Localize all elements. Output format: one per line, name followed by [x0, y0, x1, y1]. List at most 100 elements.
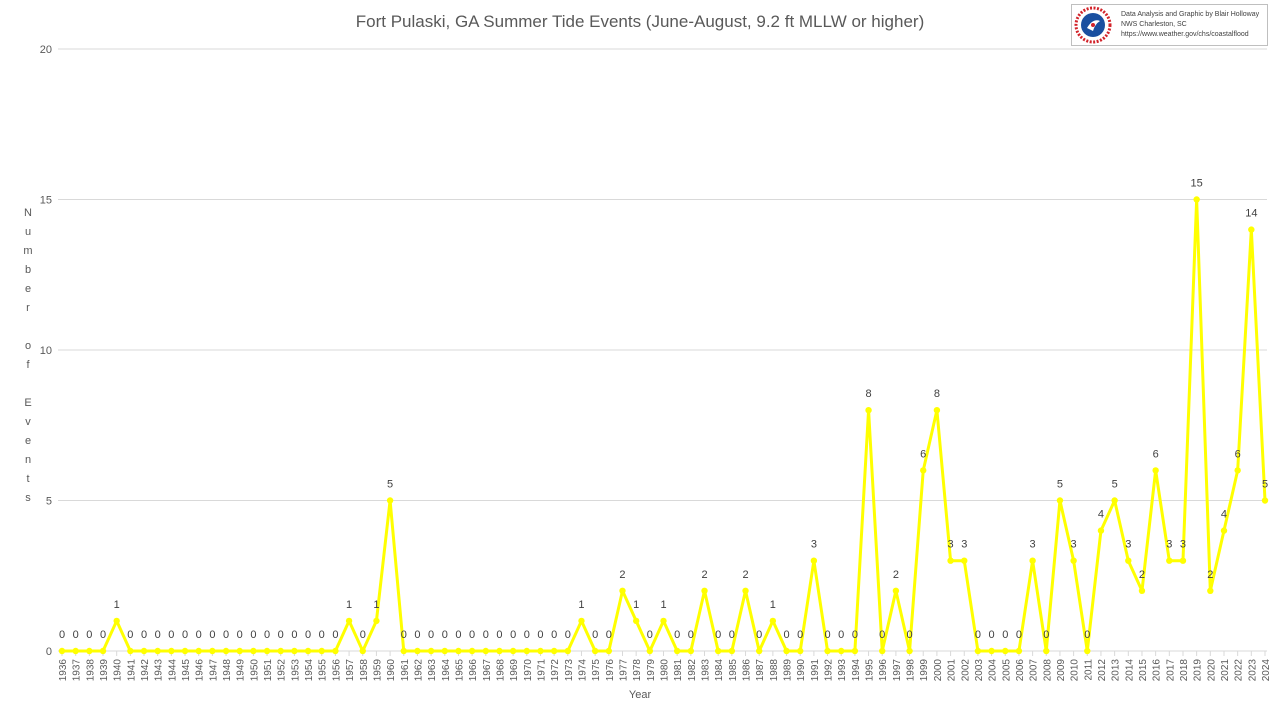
data-point — [810, 557, 818, 564]
data-point — [1138, 587, 1146, 594]
data-label: 2 — [619, 569, 625, 581]
data-label: 0 — [783, 629, 789, 641]
x-tick-label: 2024 — [1261, 659, 1272, 682]
x-tick-label: 1953 — [290, 659, 301, 682]
x-tick-label: 2004 — [988, 659, 999, 682]
x-tick-label: 1991 — [810, 659, 821, 682]
data-label: 0 — [715, 629, 721, 641]
data-label: 0 — [319, 629, 325, 641]
data-label: 0 — [455, 629, 461, 641]
data-point — [1029, 557, 1036, 564]
data-label: 0 — [141, 629, 147, 641]
data-label: 0 — [824, 629, 830, 641]
x-tick-label: 2020 — [1206, 659, 1217, 682]
data-label: 0 — [264, 629, 270, 641]
data-point — [974, 647, 982, 655]
data-point — [851, 647, 859, 655]
data-point — [1207, 587, 1214, 594]
data-point — [263, 647, 271, 655]
data-point — [400, 647, 407, 655]
x-tick-label: 1967 — [482, 659, 493, 682]
x-tick-label: 2013 — [1111, 659, 1122, 682]
data-point — [1220, 527, 1228, 534]
data-point — [455, 647, 462, 655]
data-label: 0 — [1016, 629, 1022, 641]
data-point — [304, 647, 312, 655]
x-tick-label: 2007 — [1029, 659, 1040, 682]
data-point — [1193, 196, 1200, 203]
data-point — [277, 647, 284, 655]
data-point — [892, 587, 900, 594]
data-label: 5 — [387, 479, 393, 491]
data-label: 4 — [1098, 509, 1104, 521]
data-label: 0 — [537, 629, 543, 641]
data-point — [318, 647, 325, 655]
x-tick-label: 1946 — [195, 659, 206, 682]
data-point — [646, 647, 654, 655]
x-tick-label: 1968 — [495, 659, 506, 682]
data-label: 2 — [893, 569, 899, 581]
data-point — [58, 647, 66, 655]
data-point — [72, 647, 79, 655]
x-tick-label: 1944 — [167, 659, 178, 682]
x-tick-label: 1988 — [769, 659, 780, 682]
data-point — [168, 647, 175, 655]
data-point — [154, 647, 161, 655]
data-label: 0 — [647, 629, 653, 641]
y-axis-label-char: v — [25, 416, 31, 428]
x-tick-label: 1981 — [673, 659, 684, 682]
data-point — [906, 647, 913, 655]
x-tick-label: 1979 — [646, 659, 657, 682]
x-tick-label: 1945 — [181, 659, 192, 682]
x-tick-label: 1982 — [687, 659, 698, 682]
x-tick-label: 2019 — [1193, 659, 1204, 682]
credit-text: Data Analysis and Graphic by Blair Hollo… — [1121, 10, 1259, 40]
x-tick-label: 1986 — [742, 659, 753, 682]
data-point — [1125, 557, 1132, 564]
data-point — [1043, 647, 1050, 655]
data-label: 0 — [852, 629, 858, 641]
data-label: 0 — [155, 629, 161, 641]
x-tick-label: 1974 — [577, 659, 588, 682]
data-point — [660, 617, 667, 625]
y-axis-label-char: m — [23, 245, 33, 257]
x-tick-label: 1973 — [564, 659, 575, 682]
data-label: 0 — [428, 629, 434, 641]
y-axis-label-char: s — [25, 492, 31, 504]
data-label: 0 — [401, 629, 407, 641]
data-label: 0 — [879, 629, 885, 641]
data-point — [783, 647, 790, 655]
data-point — [209, 647, 216, 655]
x-tick-label: 2003 — [974, 659, 985, 682]
x-tick-label: 1972 — [550, 659, 561, 682]
data-point — [1248, 226, 1255, 233]
data-label: 1 — [373, 599, 379, 611]
x-tick-label: 1936 — [58, 659, 69, 682]
data-label: 0 — [237, 629, 243, 641]
data-label: 14 — [1245, 208, 1257, 220]
data-label: 1 — [114, 599, 120, 611]
x-tick-label: 2006 — [1015, 659, 1026, 682]
y-tick-label: 15 — [40, 195, 52, 207]
data-label: 0 — [524, 629, 530, 641]
x-tick-label: 1963 — [427, 659, 438, 682]
data-point — [537, 647, 544, 655]
data-label: 8 — [865, 388, 871, 400]
data-label: 0 — [510, 629, 516, 641]
x-tick-label: 2008 — [1042, 659, 1053, 682]
data-point — [140, 647, 148, 655]
data-label: 2 — [1139, 569, 1145, 581]
data-label: 0 — [1084, 629, 1090, 641]
x-tick-label: 1985 — [728, 659, 739, 682]
credit-line-2: NWS Charleston, SC — [1121, 21, 1187, 28]
data-label: 0 — [688, 629, 694, 641]
x-tick-label: 1993 — [837, 659, 848, 682]
data-point — [1261, 497, 1269, 504]
data-point — [838, 647, 845, 655]
data-label: 0 — [469, 629, 475, 641]
data-point — [605, 647, 613, 655]
data-label: 0 — [73, 629, 79, 641]
x-tick-label: 1948 — [222, 659, 233, 682]
data-point — [113, 617, 120, 625]
